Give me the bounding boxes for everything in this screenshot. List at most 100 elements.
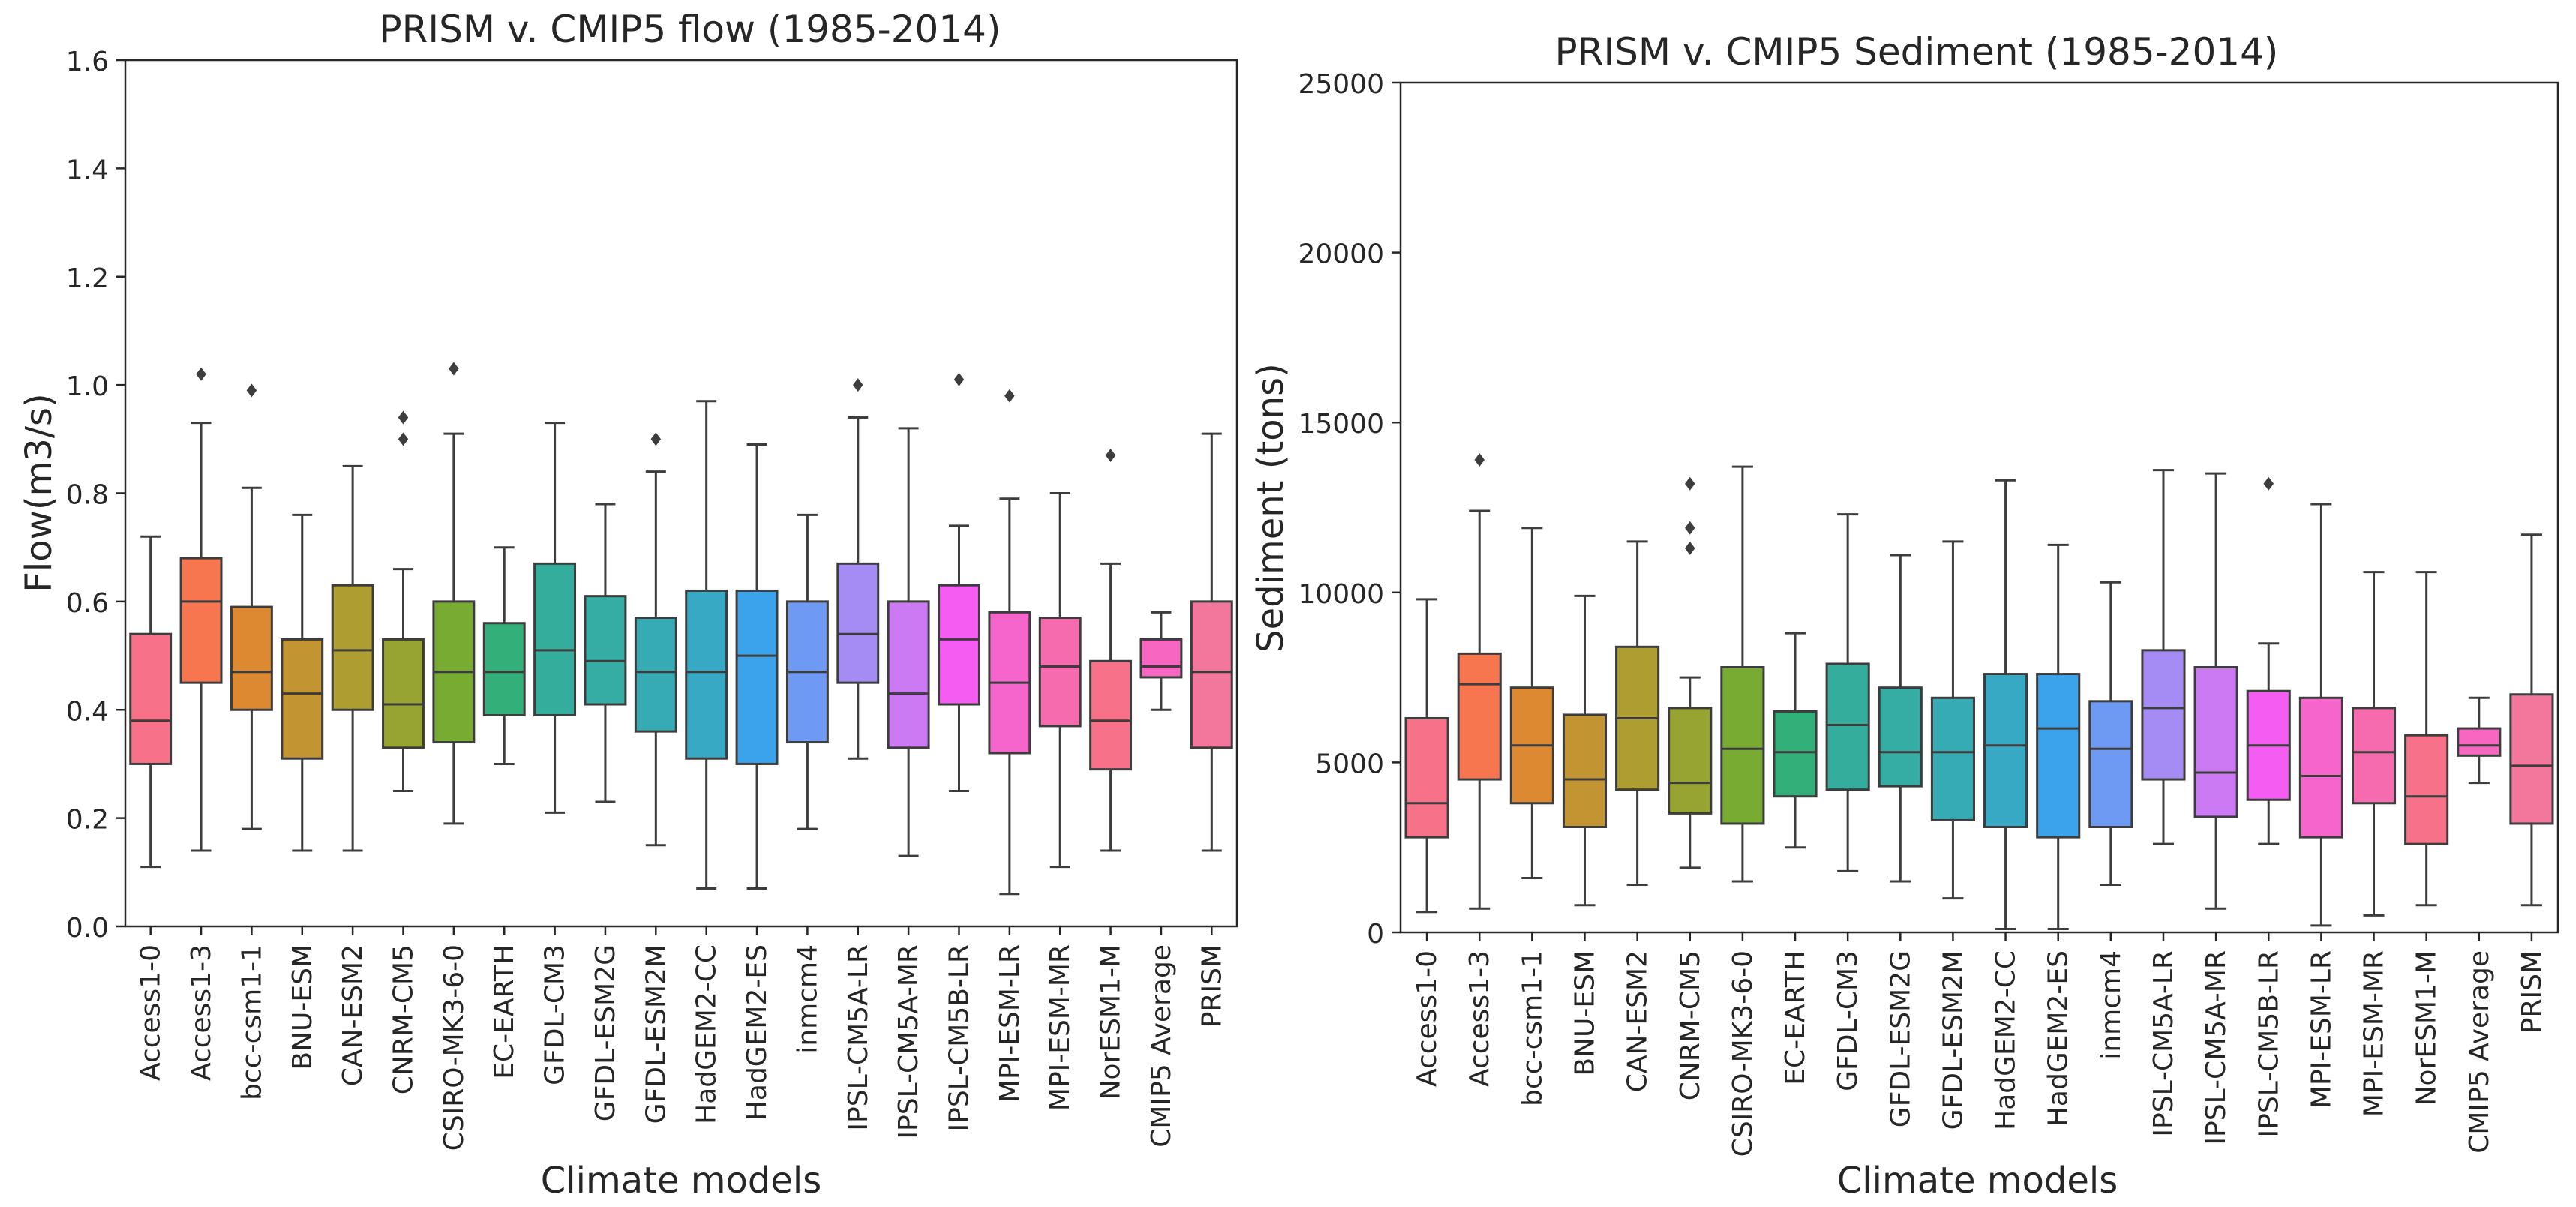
flow-box-HadGEM2-ES (735, 443, 779, 890)
flow-x-tick-label: HadGEM2-CC (692, 944, 722, 1124)
flow-x-tick-label: EC-EARTH (489, 944, 520, 1079)
flow-box-GFDL-CM3 (533, 422, 577, 814)
outlier-point (398, 432, 409, 446)
box-iqr (2193, 666, 2238, 818)
flow-y-axis: 0.0 0.2 0.4 0.6 0.8 1.0 1.2 1.4 1.6 (66, 47, 125, 944)
box-iqr (1983, 673, 2028, 829)
sed-x-tick-label: CSIRO-MK3-6-0 (1728, 950, 1758, 1157)
flow-x-tick-label: IPSL-CM5B-LR (944, 944, 975, 1131)
box-iqr (1404, 716, 1449, 839)
box-iqr (1089, 659, 1133, 771)
sed-box-PRISM (2509, 533, 2554, 907)
sed-box-IPSL-CM5A-MR (2193, 472, 2238, 910)
box-iqr (1457, 652, 1502, 781)
flow-x-tick-label: CSIRO-MK3-6-0 (439, 944, 470, 1151)
flow-x-tick-label: Access1-0 (136, 944, 167, 1081)
flow-box-Access1-0 (129, 535, 173, 869)
flow-x-tick-label: IPSL-CM5A-MR (893, 944, 924, 1139)
flow-box-IPSL-CM5B-LR (938, 372, 980, 793)
sed-x-tick-label: HadGEM2-ES (2043, 950, 2074, 1127)
flow-x-tick-label: CNRM-CM5 (389, 944, 419, 1094)
sediment-x-axis-label: Climate models (1837, 1160, 2118, 1202)
flow-box-BNU-ESM (281, 513, 324, 852)
flow-box-MPI-ESM-MR (1038, 492, 1082, 869)
sed-box-IPSL-CM5B-LR (2246, 476, 2291, 845)
outlier-point (196, 367, 206, 381)
sed-x-tick-label: inmcm4 (2096, 950, 2127, 1060)
flow-box-CAN-ESM2 (331, 464, 374, 852)
flow-y-tick-label: 0.4 (66, 696, 109, 727)
box-iqr (836, 562, 880, 684)
outlier-point (1474, 453, 1485, 467)
flow-x-tick-label: GFDL-ESM2M (641, 944, 671, 1124)
sed-x-tick-label: HadGEM2-CC (1991, 950, 2022, 1130)
sed-box-bcc-csm1-1 (1509, 527, 1554, 879)
box-iqr (584, 595, 627, 706)
box-iqr (1930, 696, 1975, 821)
sed-box-CMIP5 Average (2457, 696, 2502, 785)
box-iqr (1668, 707, 1713, 815)
flow-x-tick-label: bcc-csm1-1 (236, 944, 267, 1100)
flow-box-Access1-3 (179, 367, 223, 852)
box-iqr (2457, 727, 2502, 757)
flow-y-tick-label: 1.2 (66, 263, 109, 294)
flow-x-tick-label: Access1-3 (186, 944, 217, 1081)
flow-x-tick-label: MPI-ESM-MR (1045, 944, 1076, 1111)
sed-box-inmcm4 (2088, 581, 2133, 887)
flow-box-IPSL-CM5A-MR (887, 427, 930, 857)
outlier-point (246, 383, 257, 398)
sed-x-tick-label: Access1-3 (1464, 950, 1495, 1087)
flow-y-axis-label: Flow(m3/s) (18, 393, 60, 593)
outlier-point (398, 410, 409, 425)
box-iqr (887, 600, 930, 749)
sed-y-tick-label: 25000 (1298, 69, 1384, 100)
box-iqr (735, 589, 779, 765)
box-iqr (129, 632, 173, 765)
sediment-boxes (1404, 453, 2554, 930)
flow-x-tick-label: IPSL-CM5A-LR (843, 944, 874, 1131)
sed-x-tick-label: IPSL-CM5A-LR (2148, 950, 2179, 1137)
sediment-plot-area (1399, 81, 2559, 934)
outlier-point (650, 432, 662, 446)
outlier-point (953, 372, 965, 386)
flow-box-PRISM (1190, 432, 1233, 852)
box-iqr (2351, 707, 2397, 805)
sed-x-tick-label: CNRM-CM5 (1675, 950, 1706, 1100)
flow-x-tick-label: NorESM1-M (1096, 944, 1127, 1100)
sediment-x-axis: Access1-0 Access1-3 bcc-csm1-1 BNU-ESM CAN-E… (1412, 932, 2547, 1157)
sed-box-HadGEM2-ES (2036, 543, 2081, 930)
flow-y-tick-label: 0.8 (66, 480, 109, 511)
sed-box-NorESM1-M (2404, 571, 2449, 907)
box-iqr (2036, 673, 2081, 839)
box-iqr (1878, 686, 1923, 788)
sed-x-tick-label: EC-EARTH (1780, 950, 1811, 1085)
flow-box-CNRM-CM5 (382, 410, 425, 793)
flow-box-CSIRO-MK3-6-0 (432, 362, 476, 825)
flow-box-IPSL-CM5A-LR (836, 378, 880, 760)
outlier-point (1685, 521, 1695, 535)
flow-x-axis: Access1-0 Access1-3 bcc-csm1-1 BNU-ESM CAN-E… (136, 926, 1227, 1151)
flow-x-tick-label: CMIP5 Average (1146, 944, 1177, 1148)
flow-box-CMIP5 Average (1139, 611, 1183, 711)
sed-x-tick-label: CAN-ESM2 (1623, 950, 1653, 1092)
flow-box-bcc-csm1-1 (230, 383, 273, 830)
flow-x-tick-label: MPI-ESM-LR (995, 944, 1025, 1103)
sed-y-tick-label: 0 (1367, 919, 1384, 950)
sed-x-tick-label: GFDL-ESM2M (1938, 950, 1968, 1130)
sed-box-Access1-3 (1457, 453, 1502, 910)
outlier-point (1685, 541, 1695, 555)
sed-box-GFDL-ESM2G (1878, 554, 1923, 883)
flow-x-tick-label: PRISM (1196, 944, 1227, 1028)
sed-x-tick-label: IPSL-CM5A-MR (2201, 950, 2232, 1145)
flow-boxes (129, 362, 1233, 896)
flow-y-tick-label: 1.6 (66, 47, 109, 77)
sed-box-EC-EARTH (1773, 632, 1818, 849)
sed-box-HadGEM2-CC (1983, 479, 2028, 930)
sed-x-tick-label: BNU-ESM (1569, 950, 1600, 1076)
sed-x-tick-label: PRISM (2517, 950, 2547, 1034)
box-iqr (382, 638, 425, 749)
sed-box-CNRM-CM5 (1668, 476, 1713, 869)
flow-x-tick-label: BNU-ESM (287, 944, 318, 1070)
box-iqr (1190, 600, 1233, 749)
